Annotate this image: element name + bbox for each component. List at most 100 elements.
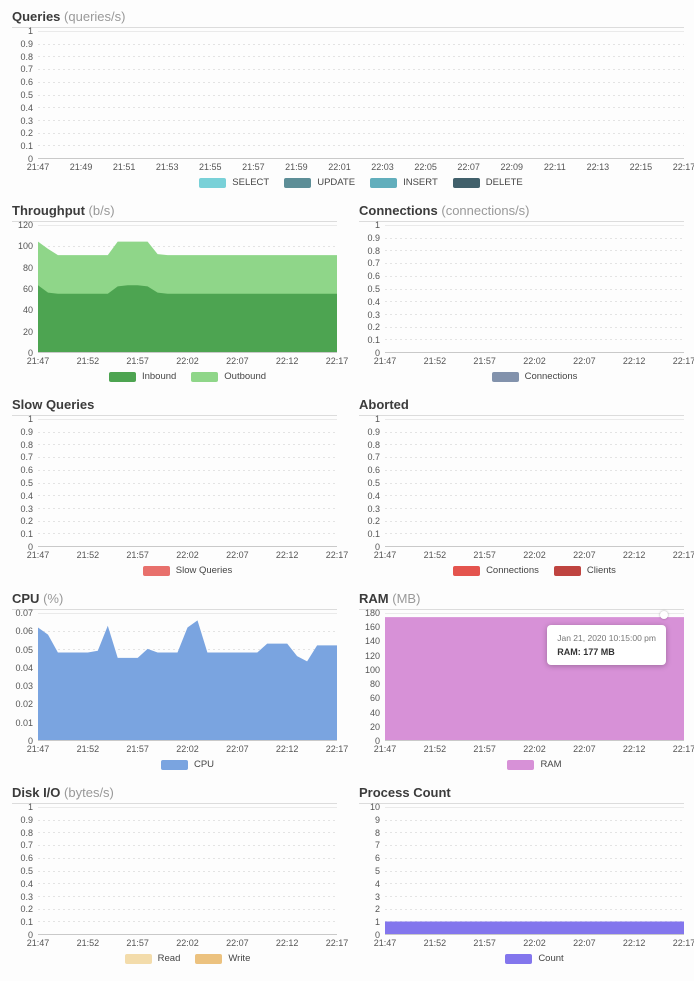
- x-tick-label: 22:07: [573, 744, 596, 754]
- x-tick-label: 21:52: [423, 356, 447, 366]
- legend-item[interactable]: Write: [195, 953, 250, 964]
- legend-label: UPDATE: [317, 177, 356, 188]
- chart-body: 10 9 8 7 6 5 4 3 2 1 0 21:47 21:52 21:57 22:02 22:07 22…: [359, 802, 694, 965]
- legend-item[interactable]: DELETE: [452, 177, 523, 188]
- legend-swatch-icon: [505, 953, 533, 964]
- legend-swatch-icon: [195, 953, 223, 964]
- chart-body: 1 0.9 0.8 0.7 0.6 0.5 0.4 0.3 0.2 0.1 0 21:47 21:52…: [359, 220, 694, 383]
- chart-header: Aborted: [359, 397, 684, 416]
- y-tick-label: 0.9: [20, 38, 33, 49]
- legend-label: Clients: [586, 565, 616, 576]
- y-tick-label: 20: [22, 326, 33, 337]
- y-tick-label: 0: [374, 736, 380, 746]
- chart-title: Slow Queries: [12, 397, 95, 412]
- chart-plot-area[interactable]: [38, 225, 337, 353]
- chart-card: Throughput (b/s) 120 100 80 60 40 20 0 21:47 21…: [0, 196, 348, 385]
- chart-title: Connections: [359, 203, 438, 218]
- legend-item[interactable]: Read: [124, 953, 180, 964]
- chart-plot-area[interactable]: [38, 419, 337, 547]
- legend-item[interactable]: RAM: [507, 759, 562, 770]
- legend-swatch-icon: [453, 565, 481, 576]
- y-tick-label: 0: [374, 542, 380, 552]
- y-tick-label: 0.4: [367, 296, 380, 307]
- y-tick-label: 0.7: [367, 452, 380, 463]
- y-tick-label: 0.1: [20, 529, 33, 540]
- chart-plot-area[interactable]: [385, 807, 684, 935]
- chart-plot-area[interactable]: [385, 225, 684, 353]
- chart-legend: Count: [385, 949, 684, 965]
- y-tick-label: 0.9: [20, 814, 33, 825]
- chart-plot-area[interactable]: Jan 21, 2020 10:15:00 pm RAM: 177 MB: [385, 611, 684, 741]
- x-tick-label: 22:12: [275, 744, 299, 754]
- y-tick-label: 0.04: [15, 662, 33, 673]
- x-tick-label: 22:17: [672, 162, 694, 172]
- chart-plot-area[interactable]: [38, 807, 337, 935]
- y-tick-label: 80: [369, 679, 380, 690]
- y-tick-label: 1: [374, 414, 380, 424]
- legend-label: Connections: [486, 565, 539, 576]
- x-axis: 21:47 21:52 21:57 22:02 22:07 22:12 22:17: [27, 935, 349, 949]
- plot-column: 21:47 21:52 21:57 22:02 22:07 22:12 22:17 Conn…: [374, 225, 694, 383]
- y-tick-label: 8: [374, 827, 380, 838]
- legend-item[interactable]: Clients: [553, 565, 616, 576]
- legend-item[interactable]: Slow Queries: [142, 565, 232, 576]
- y-tick-label: 60: [22, 284, 33, 294]
- legend-item[interactable]: Count: [505, 953, 564, 964]
- x-tick-label: 22:07: [226, 744, 249, 754]
- legend-item[interactable]: Inbound: [108, 371, 176, 382]
- legend-item[interactable]: UPDATE: [284, 177, 355, 188]
- x-tick-label: 22:12: [275, 938, 299, 948]
- legend-item[interactable]: INSERT: [370, 177, 438, 188]
- x-tick-label: 21:47: [26, 550, 50, 560]
- x-tick-label: 22:07: [457, 162, 480, 172]
- y-axis: 10 9 8 7 6 5 4 3 2 1 0: [359, 802, 385, 940]
- y-tick-label: 0: [27, 736, 33, 746]
- y-tick-label: 0.9: [367, 232, 380, 243]
- y-tick-label: 0.4: [20, 102, 33, 113]
- x-tick-label: 21:57: [126, 550, 149, 560]
- y-tick-label: 1: [374, 917, 380, 928]
- x-tick-label: 21:47: [26, 162, 50, 172]
- y-tick-label: 120: [17, 220, 33, 230]
- y-tick-label: 0.9: [20, 426, 33, 437]
- y-tick-label: 0.7: [20, 452, 33, 463]
- chart-svg: [38, 419, 337, 547]
- x-tick-label: 22:07: [226, 938, 249, 948]
- legend-swatch-icon: [191, 371, 219, 382]
- y-tick-label: 40: [22, 305, 33, 316]
- y-tick-label: 0.3: [367, 503, 380, 514]
- x-tick-label: 22:02: [176, 356, 199, 366]
- chart-plot-area[interactable]: [38, 31, 684, 159]
- y-tick-label: 0.3: [20, 891, 33, 902]
- chart-svg: [38, 613, 337, 741]
- plot-column: 21:47 21:52 21:57 22:02 22:07 22:12 22:17 Conn…: [374, 419, 694, 577]
- chart-plot-area[interactable]: [38, 613, 337, 741]
- legend-item[interactable]: CPU: [160, 759, 214, 770]
- legend-item[interactable]: Outbound: [191, 371, 266, 382]
- y-tick-label: 0.8: [20, 51, 33, 62]
- x-tick-label: 22:02: [523, 938, 546, 948]
- legend-label: Write: [228, 953, 251, 964]
- chart-svg: [385, 807, 684, 935]
- legend-item[interactable]: Connections: [453, 565, 539, 576]
- legend-item[interactable]: SELECT: [199, 177, 269, 188]
- legend-item[interactable]: Connections: [491, 371, 577, 382]
- tooltip-timestamp: Jan 21, 2020 10:15:00 pm: [557, 633, 656, 643]
- chart-body: 120 100 80 60 40 20 0 21:47 21:52 21:57 22:02 22:0…: [12, 220, 348, 383]
- y-tick-label: 0.8: [20, 827, 33, 838]
- y-tick-label: 0.6: [367, 465, 380, 476]
- x-tick-label: 21:57: [126, 356, 149, 366]
- legend-swatch-icon: [199, 177, 227, 188]
- x-tick-label: 22:12: [622, 550, 646, 560]
- y-tick-label: 140: [364, 636, 380, 647]
- y-axis: 1 0.9 0.8 0.7 0.6 0.5 0.4 0.3 0.2 0.1 0: [359, 220, 385, 358]
- x-tick-label: 21:57: [473, 744, 496, 754]
- x-tick-label: 21:52: [76, 938, 100, 948]
- x-tick-label: 22:02: [523, 356, 546, 366]
- x-tick-label: 22:07: [226, 550, 249, 560]
- y-tick-label: 0: [374, 930, 380, 940]
- x-tick-label: 22:13: [586, 162, 610, 172]
- chart-body: 1 0.9 0.8 0.7 0.6 0.5 0.4 0.3 0.2 0.1 0 21:47 21:52…: [12, 414, 348, 577]
- chart-plot-area[interactable]: [385, 419, 684, 547]
- y-tick-label: 4: [374, 878, 380, 889]
